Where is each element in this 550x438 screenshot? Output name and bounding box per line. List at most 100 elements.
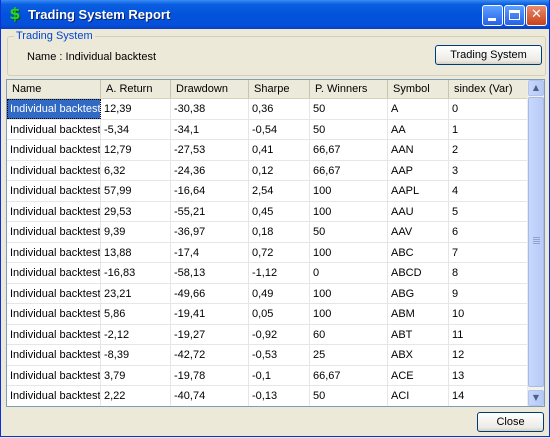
table-cell[interactable]: Individual backtest — [7, 181, 101, 201]
table-cell[interactable]: -16,64 — [171, 181, 249, 201]
table-cell[interactable]: 12 — [449, 345, 528, 365]
table-cell[interactable]: ABCD — [388, 263, 449, 283]
table-cell[interactable]: -58,13 — [171, 263, 249, 283]
table-cell[interactable]: -34,1 — [171, 119, 249, 140]
table-cell[interactable]: ABT — [388, 324, 449, 345]
table-cell[interactable]: -19,41 — [171, 304, 249, 324]
table-cell[interactable]: 2,22 — [101, 386, 171, 406]
table-row[interactable]: Individual backtest -8,39 -42,72 -0,53 25 ABX… — [7, 345, 528, 366]
table-cell[interactable]: 6,32 — [101, 160, 171, 181]
column-header[interactable]: sindex (Var) — [449, 80, 528, 98]
results-table[interactable]: Name A. Return Drawdown Sharpe P. Winners Sym… — [6, 79, 545, 407]
column-header[interactable]: Name — [7, 80, 101, 98]
table-row[interactable]: Individual backtest 12,39 -30,38 0,36 50 A 0 — [7, 99, 528, 120]
table-cell[interactable]: -24,36 — [171, 160, 249, 181]
vertical-scrollbar[interactable]: ▲ ▼ — [527, 80, 544, 406]
table-cell[interactable]: Individual backtest — [7, 345, 101, 365]
table-cell[interactable]: 0,12 — [249, 160, 310, 181]
table-cell[interactable]: -0,54 — [249, 119, 310, 140]
table-cell[interactable]: 13 — [449, 365, 528, 386]
table-cell[interactable]: -0,92 — [249, 324, 310, 345]
table-row[interactable]: Individual backtest 29,53 -55,21 0,45 100 AAU… — [7, 201, 528, 222]
table-cell[interactable]: 25 — [310, 345, 388, 365]
table-cell[interactable]: 0,36 — [249, 99, 310, 119]
table-cell[interactable]: 12,79 — [101, 140, 171, 160]
table-row[interactable]: Individual backtest -16,83 -58,13 -1,12 0 ABC… — [7, 263, 528, 284]
table-cell[interactable]: AA — [388, 119, 449, 140]
table-cell[interactable]: 50 — [310, 222, 388, 242]
table-row[interactable]: Individual backtest 5,86 -19,41 0,05 100 ABM 1… — [7, 304, 528, 325]
table-cell[interactable]: 11 — [449, 324, 528, 345]
table-cell[interactable]: 2 — [449, 140, 528, 160]
table-cell[interactable]: 8 — [449, 263, 528, 283]
column-header[interactable]: A. Return — [101, 80, 171, 98]
table-row[interactable]: Individual backtest 57,99 -16,64 2,54 100 AAP… — [7, 181, 528, 202]
table-cell[interactable]: 2,54 — [249, 181, 310, 201]
table-cell[interactable]: -42,72 — [171, 345, 249, 365]
table-cell[interactable]: ABC — [388, 242, 449, 263]
table-cell[interactable]: 100 — [310, 201, 388, 222]
table-cell[interactable]: AAV — [388, 222, 449, 242]
table-cell[interactable]: -1,12 — [249, 263, 310, 283]
table-cell[interactable]: 0,05 — [249, 304, 310, 324]
table-cell[interactable]: 0 — [310, 263, 388, 283]
table-cell[interactable]: 3 — [449, 160, 528, 181]
table-cell[interactable]: -5,34 — [101, 119, 171, 140]
table-cell[interactable]: Individual backtest — [7, 283, 101, 304]
table-cell[interactable]: 0,41 — [249, 140, 310, 160]
table-cell[interactable]: -30,38 — [171, 99, 249, 119]
table-cell[interactable]: -0,13 — [249, 386, 310, 406]
table-cell[interactable]: AAPL — [388, 181, 449, 201]
scroll-thumb[interactable] — [528, 97, 544, 387]
table-cell[interactable]: 5 — [449, 201, 528, 222]
table-cell[interactable]: 9,39 — [101, 222, 171, 242]
table-cell[interactable]: 3,79 — [101, 365, 171, 386]
table-cell[interactable]: 0,18 — [249, 222, 310, 242]
table-cell[interactable]: Individual backtest — [7, 99, 101, 119]
table-cell[interactable]: 13,88 — [101, 242, 171, 263]
minimize-button[interactable] — [482, 5, 503, 26]
table-cell[interactable]: -36,97 — [171, 222, 249, 242]
table-cell[interactable]: 12,39 — [101, 99, 171, 119]
table-cell[interactable]: -19,78 — [171, 365, 249, 386]
table-cell[interactable]: Individual backtest — [7, 386, 101, 406]
column-header[interactable]: P. Winners — [310, 80, 388, 98]
table-cell[interactable]: 7 — [449, 242, 528, 263]
table-cell[interactable]: AAU — [388, 201, 449, 222]
table-cell[interactable]: ABM — [388, 304, 449, 324]
table-cell[interactable]: A — [388, 99, 449, 119]
table-row[interactable]: Individual backtest 2,22 -40,74 -0,13 50 ACI 1… — [7, 386, 528, 406]
table-cell[interactable]: 66,67 — [310, 140, 388, 160]
table-cell[interactable]: 0,45 — [249, 201, 310, 222]
table-cell[interactable]: -27,53 — [171, 140, 249, 160]
table-cell[interactable]: Individual backtest — [7, 140, 101, 160]
table-cell[interactable]: -49,66 — [171, 283, 249, 304]
trading-system-button[interactable]: Trading System — [435, 45, 542, 65]
table-row[interactable]: Individual backtest 13,88 -17,4 0,72 100 ABC 7 — [7, 242, 528, 263]
table-row[interactable]: Individual backtest -5,34 -34,1 -0,54 50 AA 1 — [7, 119, 528, 140]
table-cell[interactable]: ACE — [388, 365, 449, 386]
table-cell[interactable]: AAN — [388, 140, 449, 160]
table-cell[interactable]: 9 — [449, 283, 528, 304]
table-cell[interactable]: ABX — [388, 345, 449, 365]
table-cell[interactable]: 60 — [310, 324, 388, 345]
table-cell[interactable]: -17,4 — [171, 242, 249, 263]
table-cell[interactable]: 23,21 — [101, 283, 171, 304]
table-row[interactable]: Individual backtest 6,32 -24,36 0,12 66,67 AA… — [7, 160, 528, 181]
table-cell[interactable]: ABG — [388, 283, 449, 304]
table-cell[interactable]: Individual backtest — [7, 304, 101, 324]
table-cell[interactable]: -19,27 — [171, 324, 249, 345]
table-cell[interactable]: 50 — [310, 386, 388, 406]
table-cell[interactable]: 1 — [449, 119, 528, 140]
table-cell[interactable]: Individual backtest — [7, 263, 101, 283]
table-cell[interactable]: 4 — [449, 181, 528, 201]
table-cell[interactable]: 50 — [310, 99, 388, 119]
table-cell[interactable]: 57,99 — [101, 181, 171, 201]
table-cell[interactable]: 66,67 — [310, 365, 388, 386]
table-cell[interactable]: 10 — [449, 304, 528, 324]
table-cell[interactable]: 50 — [310, 119, 388, 140]
table-row[interactable]: Individual backtest -2,12 -19,27 -0,92 60 ABT… — [7, 324, 528, 345]
column-header[interactable]: Drawdown — [171, 80, 249, 98]
table-cell[interactable]: 0 — [449, 99, 528, 119]
table-row[interactable]: Individual backtest 3,79 -19,78 -0,1 66,67 AC… — [7, 365, 528, 386]
